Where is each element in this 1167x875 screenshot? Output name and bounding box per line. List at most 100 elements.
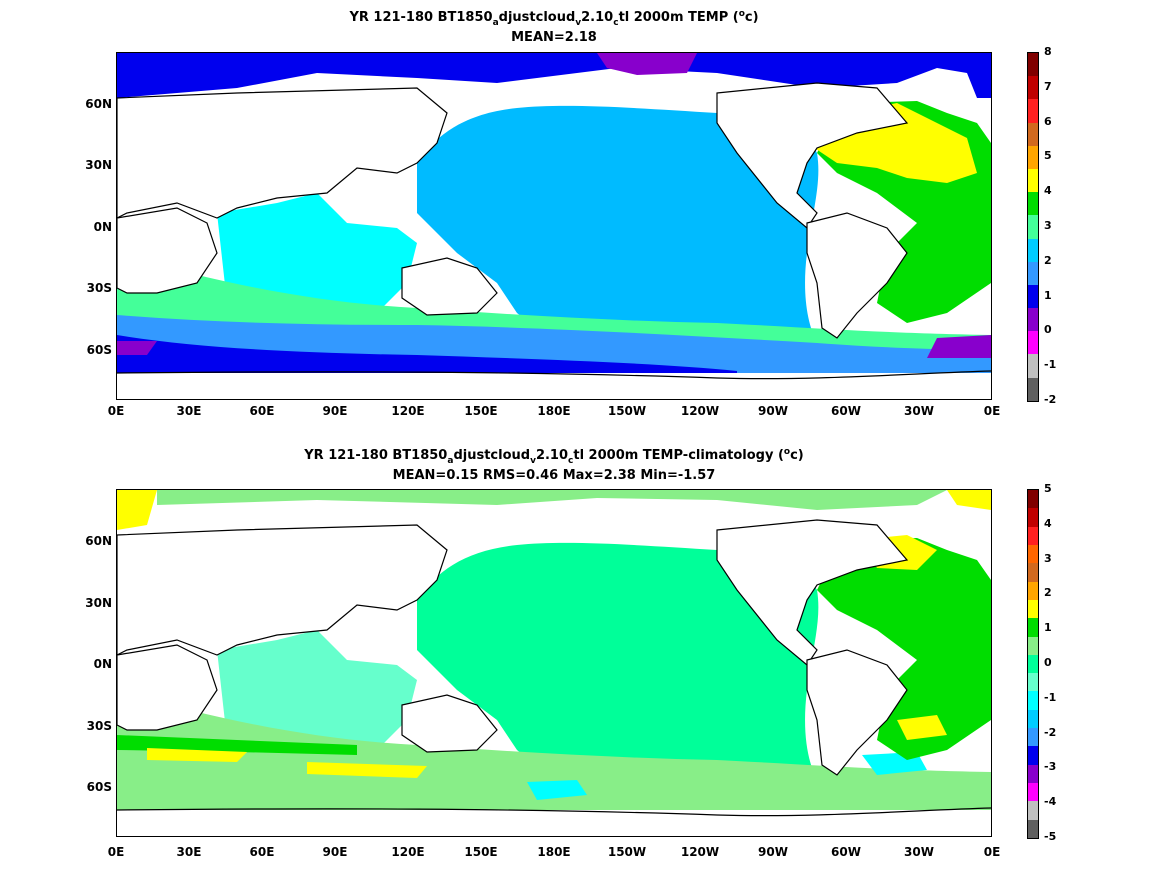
panel1-lat-60n: 60N — [85, 97, 112, 111]
colorbar-tick-label: 0 — [1044, 656, 1052, 669]
colorbar-tick-label: 4 — [1044, 184, 1052, 198]
panel2-lon-120e: 120E — [391, 845, 425, 859]
southern-ocean-warmest-center — [307, 762, 427, 778]
panel1-lon-30e: 30E — [176, 404, 202, 418]
colorbar-tick-label: 0 — [1044, 323, 1052, 337]
africa-land — [117, 207, 218, 294]
colorbar-tick-label: -5 — [1044, 830, 1057, 843]
colorbar-segment — [1028, 122, 1038, 146]
panel1-title: YR 121-180 BT1850adjustcloudv2.10ctl 200… — [349, 9, 759, 28]
colorbar-tick-label: -1 — [1044, 358, 1057, 372]
colorbar-tick-label: 2 — [1044, 253, 1052, 267]
colorbar-segment — [1028, 508, 1038, 527]
panel1-lat-30n: 30N — [85, 158, 112, 172]
australia-land — [401, 694, 498, 753]
panel2-lon-180e: 180E — [537, 845, 571, 859]
panel2-lat-30n: 30N — [85, 596, 112, 610]
pacific-ocean — [417, 105, 819, 354]
panel1-lat-60s: 60S — [86, 343, 112, 357]
colorbar-segment — [1028, 801, 1038, 820]
south-atlantic-warm-patch — [897, 715, 947, 740]
colorbar-segment — [1028, 673, 1038, 692]
panel1-lon-0e: 0E — [107, 404, 125, 418]
eurasia-africa-north-land — [117, 87, 448, 219]
panel2-map — [116, 489, 992, 837]
australia-land — [401, 257, 498, 316]
colorbar-segment — [1028, 728, 1038, 747]
arctic-warm-west — [117, 490, 157, 530]
colorbar-segment — [1028, 490, 1038, 509]
north-america-land — [716, 82, 909, 229]
colorbar-tick-label: 5 — [1044, 149, 1052, 163]
southern-ocean-cool-patch — [527, 780, 587, 800]
arctic-warm-east — [947, 490, 991, 510]
panel1-lat-0n: 0N — [93, 220, 112, 234]
panel1-lon-180e: 180E — [537, 404, 571, 418]
panel2-colorbar — [1027, 489, 1039, 839]
southern-ocean-coldest-east — [927, 335, 991, 358]
atlantic-ocean — [817, 538, 991, 760]
colorbar-segment — [1028, 53, 1038, 77]
colorbar-segment — [1028, 783, 1038, 802]
panel1-subtitle: MEAN=2.18 — [511, 30, 597, 45]
south-america-land — [806, 212, 908, 339]
colorbar-segment — [1028, 563, 1038, 582]
panel1-lon-60w: 60W — [831, 404, 861, 418]
colorbar-tick-label: -2 — [1044, 725, 1057, 739]
colorbar-tick-label: 1 — [1044, 288, 1052, 302]
antarctica-coastline — [117, 370, 991, 380]
panel1-lon-120w: 120W — [680, 404, 720, 418]
panel2-lat-30s: 30S — [86, 719, 112, 733]
colorbar-tick-label: 6 — [1044, 114, 1052, 128]
colorbar-segment — [1028, 764, 1038, 783]
colorbar-segment — [1028, 544, 1038, 564]
colorbar-segment — [1028, 746, 1038, 765]
colorbar-tick-label: -2 — [1044, 393, 1057, 406]
colorbar-tick-label: 5 — [1044, 482, 1052, 495]
panel2-lat-0n: 0N — [93, 657, 112, 671]
panel2-lon-90e: 90E — [322, 845, 348, 859]
panel1-lon-120e: 120E — [391, 404, 425, 418]
colorbar-tick-label: -4 — [1044, 795, 1057, 809]
panel1-lon-0e-end: 0E — [983, 404, 1001, 418]
colorbar-segment — [1028, 331, 1038, 355]
panel2-lon-60w: 60W — [831, 845, 861, 859]
panel2-lon-0e: 0E — [107, 845, 125, 859]
panel2-lat-60s: 60S — [86, 780, 112, 794]
colorbar-segment — [1028, 377, 1038, 401]
colorbar-tick-label: -1 — [1044, 690, 1057, 704]
arctic-cold-region — [117, 53, 991, 98]
north-america-land — [716, 519, 909, 666]
africa-land — [117, 644, 218, 731]
panel2-lat-60n: 60N — [85, 534, 112, 548]
colorbar-tick-label: 1 — [1044, 621, 1052, 635]
southern-ocean-band — [117, 690, 991, 810]
panel2-lon-90w: 90W — [758, 845, 788, 859]
colorbar-segment — [1028, 308, 1038, 332]
panel1-map — [116, 52, 992, 400]
colorbar-segment — [1028, 581, 1038, 600]
panel2-lon-60e: 60E — [249, 845, 275, 859]
panel2-lon-150e: 150E — [464, 845, 498, 859]
panel2-lon-120w: 120W — [680, 845, 720, 859]
panel1-lon-150w: 150W — [607, 404, 647, 418]
colorbar-segment — [1028, 238, 1038, 262]
panel1-lon-30w: 30W — [904, 404, 934, 418]
antarctica-coastline — [117, 807, 991, 817]
panel2-subtitle: MEAN=0.15 RMS=0.46 Max=2.38 Min=-1.57 — [392, 468, 716, 483]
colorbar-segment — [1028, 192, 1038, 216]
colorbar-segment — [1028, 709, 1038, 729]
panel2-lon-30e: 30E — [176, 845, 202, 859]
panel1-lon-90w: 90W — [758, 404, 788, 418]
colorbar-tick-label: -3 — [1044, 760, 1057, 774]
panel2-lon-30w: 30W — [904, 845, 934, 859]
colorbar-segment — [1028, 261, 1038, 285]
southern-ocean-warmest-west — [147, 748, 247, 762]
panel2-map-svg — [117, 490, 991, 836]
colorbar-segment — [1028, 691, 1038, 710]
colorbar-segment — [1028, 654, 1038, 674]
colorbar-segment — [1028, 99, 1038, 123]
colorbar-segment — [1028, 636, 1038, 655]
panel1-map-svg — [117, 53, 991, 399]
eurasia-africa-north-land — [117, 524, 448, 656]
